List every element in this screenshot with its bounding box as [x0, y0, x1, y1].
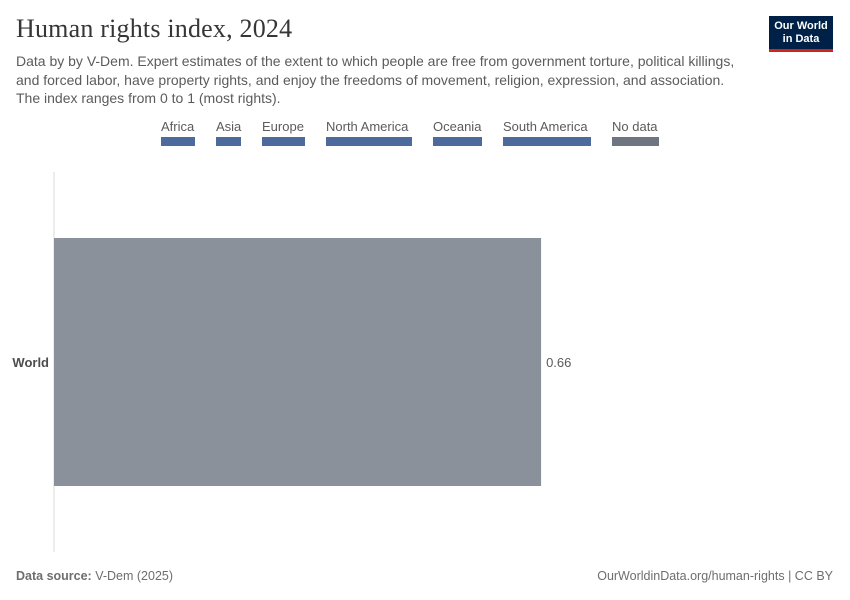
legend-label: South America: [503, 119, 588, 134]
legend-swatch: [326, 137, 412, 146]
data-source-label: Data source:: [16, 569, 92, 583]
legend-label: Oceania: [433, 119, 482, 134]
legend-label: North America: [326, 119, 409, 134]
owid-logo[interactable]: Our World in Data: [769, 16, 833, 52]
bar-world[interactable]: [54, 238, 542, 486]
logo-line-2: in Data: [782, 32, 820, 45]
legend-swatch: [612, 137, 659, 146]
legend-swatch: [161, 137, 195, 146]
chart-title: Human rights index, 2024: [16, 14, 293, 43]
category-label: World: [12, 355, 49, 370]
license-link[interactable]: CC BY: [794, 569, 833, 583]
legend-swatch: [216, 137, 241, 146]
value-label: 0.66: [546, 355, 571, 370]
legend: Africa Asia Europe North America Oceania…: [0, 119, 850, 149]
footer-credit: OurWorldinData.org/human-rights | CC BY: [597, 569, 833, 583]
legend-label: Europe: [262, 119, 304, 134]
legend-label: Asia: [216, 119, 242, 134]
legend-swatch: [503, 137, 591, 146]
footer-separator: |: [788, 569, 795, 583]
logo-line-1: Our World: [774, 20, 828, 32]
legend-label: Africa: [161, 119, 195, 134]
legend-swatch: [262, 137, 305, 146]
legend-swatch: [433, 137, 482, 146]
data-source-value: V-Dem (2025): [95, 569, 174, 583]
data-source: Data source: V-Dem (2025): [16, 569, 173, 583]
legend-label: No data: [612, 119, 658, 134]
source-url-link[interactable]: OurWorldinData.org/human-rights: [597, 569, 785, 583]
chart-subtitle: Data by by V-Dem. Expert estimates of th…: [16, 53, 735, 106]
